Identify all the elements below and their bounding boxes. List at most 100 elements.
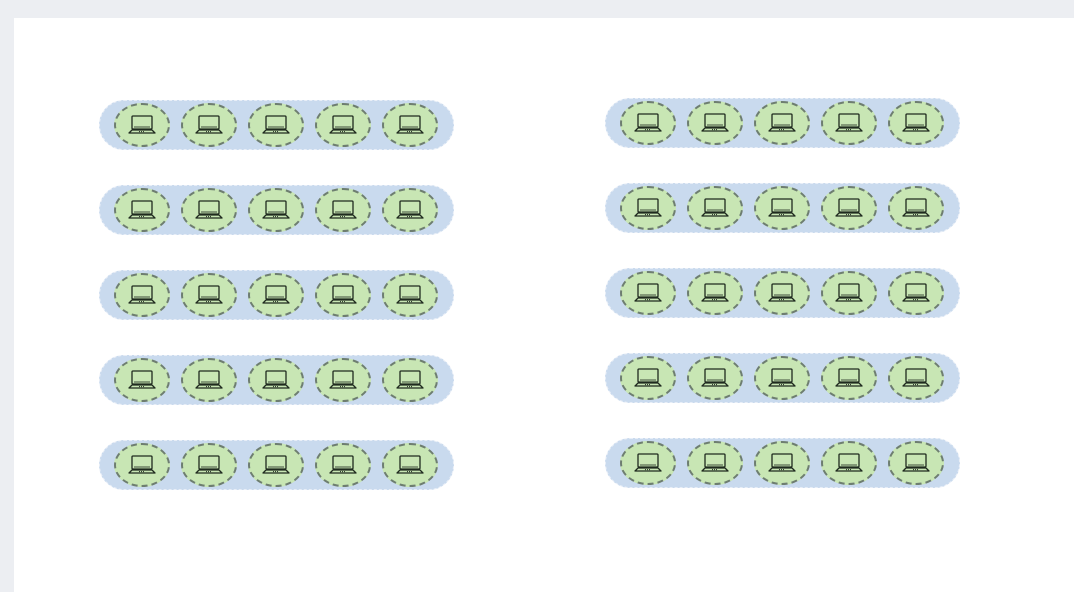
laptop-icon — [329, 370, 357, 389]
computer-node[interactable] — [754, 186, 810, 230]
laptop-icon — [195, 455, 223, 474]
computer-node[interactable] — [382, 103, 438, 147]
computer-node[interactable] — [248, 188, 304, 232]
computer-node[interactable] — [315, 358, 371, 402]
laptop-icon — [634, 283, 662, 302]
laptop-icon — [262, 455, 290, 474]
laptop-icon — [396, 285, 424, 304]
laptop-icon — [329, 200, 357, 219]
laptop-icon — [195, 200, 223, 219]
laptop-icon — [262, 200, 290, 219]
node-group-row[interactable] — [605, 353, 960, 403]
laptop-icon — [396, 370, 424, 389]
computer-node[interactable] — [687, 186, 743, 230]
laptop-icon — [902, 198, 930, 217]
node-group-row[interactable] — [99, 100, 454, 150]
computer-node[interactable] — [754, 441, 810, 485]
computer-node[interactable] — [181, 188, 237, 232]
laptop-icon — [634, 368, 662, 387]
laptop-icon — [701, 198, 729, 217]
computer-node[interactable] — [754, 271, 810, 315]
computer-node[interactable] — [888, 271, 944, 315]
computer-node[interactable] — [687, 356, 743, 400]
computer-node[interactable] — [754, 101, 810, 145]
computer-node[interactable] — [821, 441, 877, 485]
computer-node[interactable] — [114, 358, 170, 402]
computer-node[interactable] — [181, 273, 237, 317]
computer-node[interactable] — [687, 271, 743, 315]
node-group-row[interactable] — [605, 98, 960, 148]
computer-node[interactable] — [181, 443, 237, 487]
computer-node[interactable] — [382, 188, 438, 232]
cluster-right — [605, 98, 960, 523]
laptop-icon — [835, 283, 863, 302]
computer-node[interactable] — [620, 186, 676, 230]
node-group-row[interactable] — [99, 355, 454, 405]
computer-node[interactable] — [181, 358, 237, 402]
computer-node[interactable] — [821, 271, 877, 315]
computer-node[interactable] — [114, 443, 170, 487]
laptop-icon — [768, 283, 796, 302]
node-group-row[interactable] — [99, 270, 454, 320]
computer-node[interactable] — [620, 356, 676, 400]
laptop-icon — [128, 285, 156, 304]
laptop-icon — [835, 453, 863, 472]
computer-node[interactable] — [821, 356, 877, 400]
node-group-row[interactable] — [99, 185, 454, 235]
node-group-row[interactable] — [605, 183, 960, 233]
computer-node[interactable] — [382, 273, 438, 317]
laptop-icon — [262, 115, 290, 134]
computer-node[interactable] — [114, 103, 170, 147]
computer-node[interactable] — [315, 443, 371, 487]
laptop-icon — [329, 115, 357, 134]
computer-node[interactable] — [248, 103, 304, 147]
computer-node[interactable] — [114, 273, 170, 317]
computer-node[interactable] — [821, 101, 877, 145]
laptop-icon — [902, 368, 930, 387]
laptop-icon — [768, 368, 796, 387]
computer-node[interactable] — [888, 101, 944, 145]
laptop-icon — [634, 453, 662, 472]
computer-node[interactable] — [382, 443, 438, 487]
computer-node[interactable] — [114, 188, 170, 232]
computer-node[interactable] — [888, 186, 944, 230]
laptop-icon — [262, 285, 290, 304]
node-group-row[interactable] — [99, 440, 454, 490]
laptop-icon — [701, 113, 729, 132]
computer-node[interactable] — [248, 273, 304, 317]
computer-node[interactable] — [248, 443, 304, 487]
computer-node[interactable] — [315, 273, 371, 317]
laptop-icon — [768, 453, 796, 472]
computer-node[interactable] — [181, 103, 237, 147]
laptop-icon — [396, 115, 424, 134]
laptop-icon — [128, 455, 156, 474]
laptop-icon — [262, 370, 290, 389]
computer-node[interactable] — [687, 441, 743, 485]
computer-node[interactable] — [248, 358, 304, 402]
laptop-icon — [329, 285, 357, 304]
computer-node[interactable] — [620, 101, 676, 145]
computer-node[interactable] — [754, 356, 810, 400]
computer-node[interactable] — [687, 101, 743, 145]
laptop-icon — [195, 115, 223, 134]
computer-node[interactable] — [821, 186, 877, 230]
node-group-row[interactable] — [605, 438, 960, 488]
computer-node[interactable] — [888, 356, 944, 400]
laptop-icon — [634, 198, 662, 217]
computer-node[interactable] — [620, 441, 676, 485]
laptop-icon — [835, 368, 863, 387]
computer-node[interactable] — [315, 103, 371, 147]
laptop-icon — [329, 455, 357, 474]
cluster-left — [99, 100, 454, 525]
laptop-icon — [195, 370, 223, 389]
laptop-icon — [768, 198, 796, 217]
computer-node[interactable] — [382, 358, 438, 402]
laptop-icon — [128, 370, 156, 389]
computer-node[interactable] — [888, 441, 944, 485]
computer-node[interactable] — [315, 188, 371, 232]
computer-node[interactable] — [620, 271, 676, 315]
laptop-icon — [128, 200, 156, 219]
laptop-icon — [701, 368, 729, 387]
diagram-canvas[interactable] — [14, 18, 1074, 592]
node-group-row[interactable] — [605, 268, 960, 318]
